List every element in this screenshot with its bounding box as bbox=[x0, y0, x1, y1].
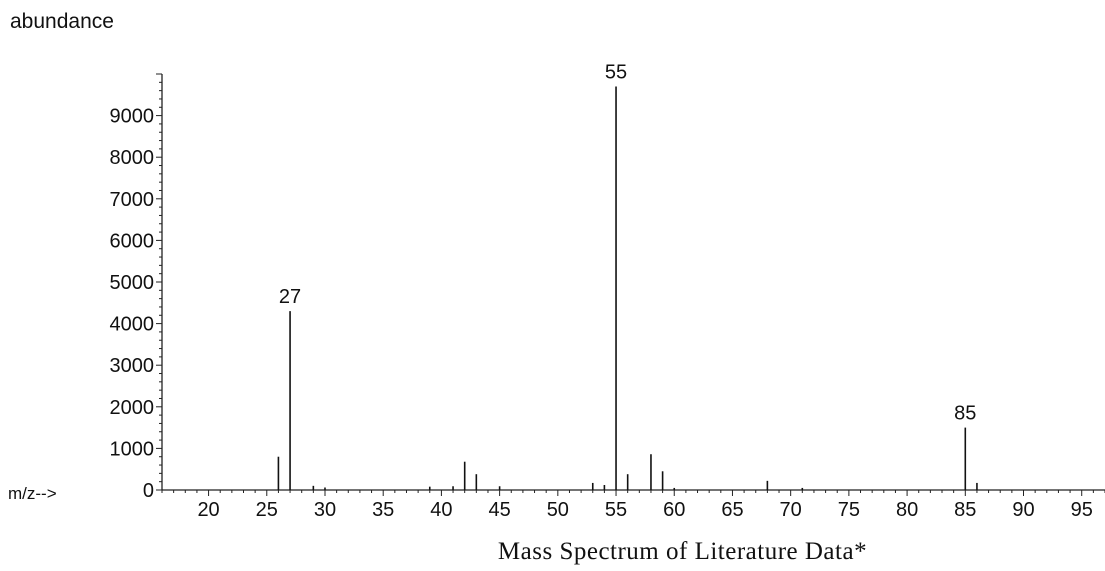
x-axis-label: m/z--> bbox=[8, 484, 57, 503]
x-tick-label: 60 bbox=[663, 499, 685, 521]
x-tick-label: 80 bbox=[896, 499, 918, 521]
y-tick-label: 8000 bbox=[110, 147, 155, 169]
y-tick-label: 0 bbox=[143, 480, 154, 502]
y-tick-label: 2000 bbox=[110, 397, 155, 419]
y-tick-label: 3000 bbox=[110, 355, 155, 377]
x-tick-label: 65 bbox=[721, 499, 743, 521]
x-tick-label: 70 bbox=[780, 499, 802, 521]
x-tick-label: 50 bbox=[547, 499, 569, 521]
chart-caption-text: Mass Spectrum of Literature Data* bbox=[497, 538, 868, 565]
peak-label: 85 bbox=[954, 403, 976, 425]
x-tick-label: 45 bbox=[488, 499, 510, 521]
x-tick-label: 90 bbox=[1012, 499, 1034, 521]
y-tick-label: 1000 bbox=[110, 438, 155, 460]
y-tick-label: 4000 bbox=[110, 314, 155, 336]
x-tick-label: 55 bbox=[605, 499, 627, 521]
x-tick-label: 75 bbox=[838, 499, 860, 521]
y-tick-label: 7000 bbox=[110, 189, 155, 211]
x-tick-label: 40 bbox=[430, 499, 452, 521]
x-tick-label: 35 bbox=[372, 499, 394, 521]
y-tick-label: 5000 bbox=[110, 272, 155, 294]
y-tick-label: 9000 bbox=[110, 106, 155, 128]
x-tick-label: 20 bbox=[197, 499, 219, 521]
x-tick-label: 85 bbox=[954, 499, 976, 521]
peak-label: 55 bbox=[605, 61, 627, 83]
x-tick-label: 30 bbox=[314, 499, 336, 521]
peak-label: 27 bbox=[279, 286, 301, 308]
x-tick-label: 95 bbox=[1071, 499, 1093, 521]
y-axis-label: abundance bbox=[10, 10, 114, 33]
x-tick-label: 25 bbox=[256, 499, 278, 521]
chart-caption: Mass Spectrum of Literature Data* bbox=[0, 538, 1105, 566]
y-tick-label: 6000 bbox=[110, 230, 155, 252]
